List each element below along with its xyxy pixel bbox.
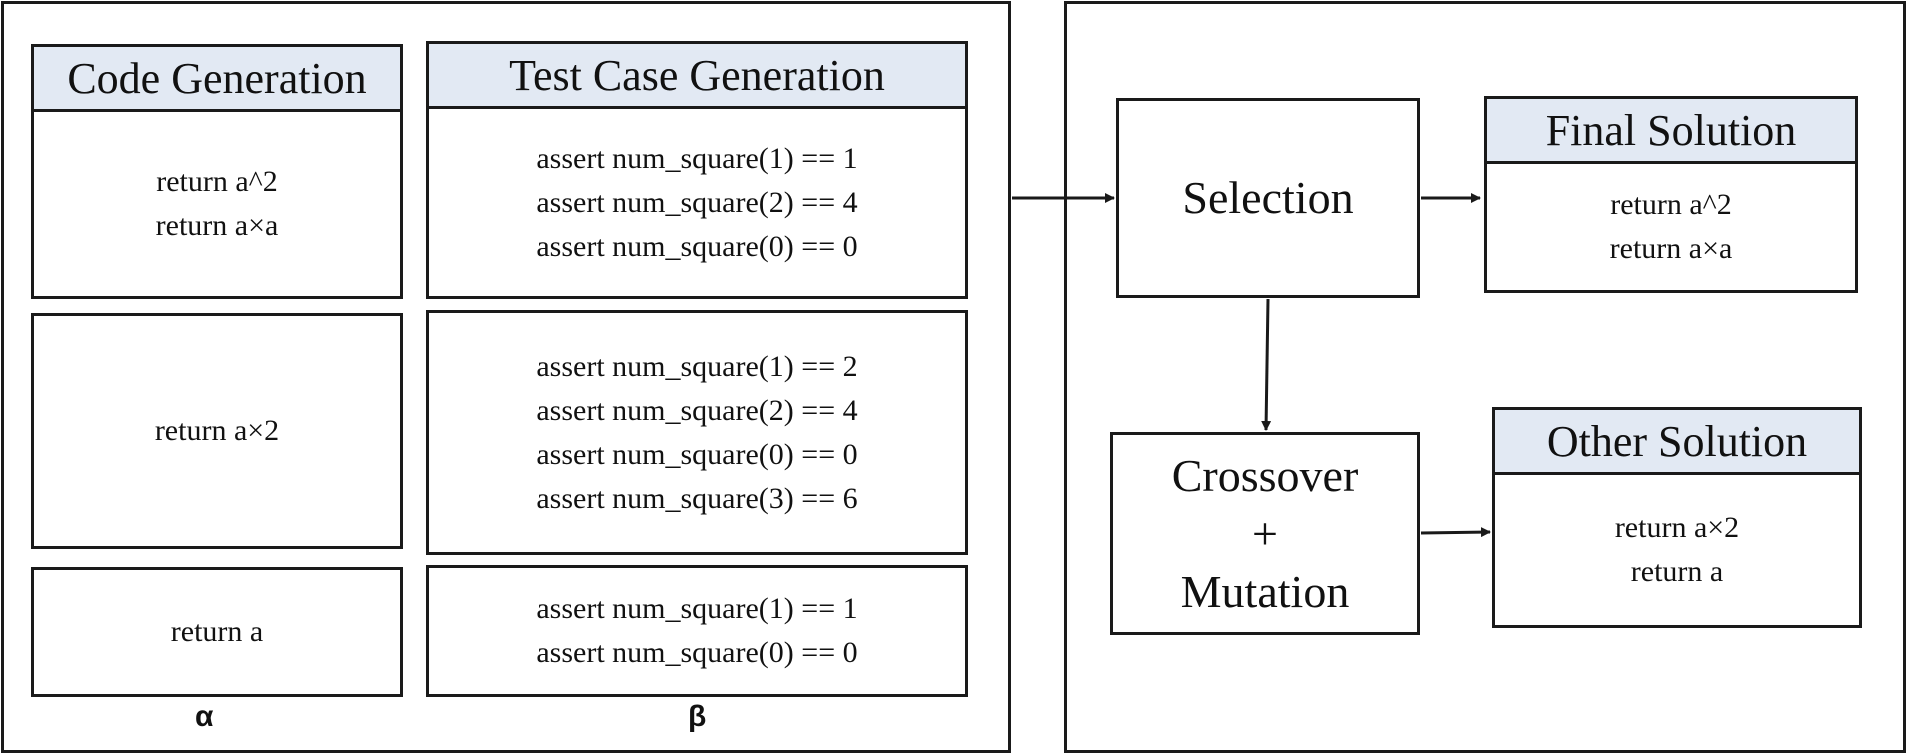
arrow-selection-to-crossover bbox=[1266, 299, 1268, 430]
arrow-crossover-to-other bbox=[1421, 532, 1490, 533]
